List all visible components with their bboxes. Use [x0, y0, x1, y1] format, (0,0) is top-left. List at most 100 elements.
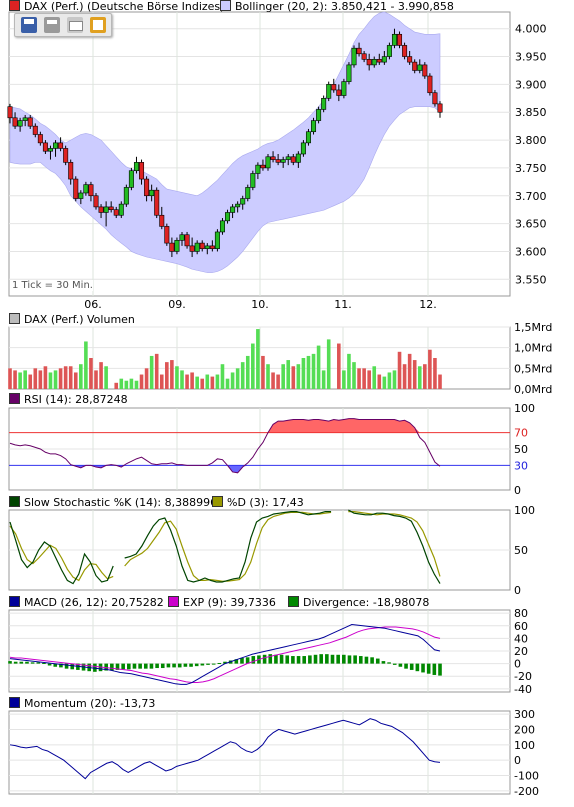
price-xlabel-3: 11. [334, 298, 352, 311]
volume-bar-56 [291, 366, 296, 389]
price-xlabel-4: 12. [419, 298, 437, 311]
volume-bar-71 [367, 370, 371, 389]
price-legend: DAX (Perf.) (Deutsche Börse Indizes) [9, 0, 224, 14]
divergence-bar-76 [438, 663, 442, 676]
candle-body-17 [93, 195, 99, 208]
candle-body-36 [189, 245, 195, 252]
volume-bar-57 [296, 364, 301, 389]
divergence-bar-26 [155, 663, 159, 669]
volume-bar-8 [48, 372, 53, 389]
print-icon[interactable] [44, 17, 60, 33]
exp-series [9, 626, 441, 684]
divergence-bar-31 [183, 663, 188, 667]
momentum-ytick-5: -200 [514, 785, 539, 798]
stoch-d-swatch [212, 496, 223, 507]
candle-body-68 [351, 47, 357, 66]
candle-body-54 [280, 159, 286, 163]
volume-bar-6 [38, 370, 43, 389]
volume-bar-13 [73, 372, 78, 389]
volume-bar-74 [382, 376, 387, 389]
candle-body-15 [83, 184, 89, 194]
divergence-bar-15 [93, 663, 97, 672]
divergence-bar-68 [392, 663, 397, 665]
price-ytick-1: 3.950 [515, 51, 547, 64]
price-ytick-8: 3.600 [515, 245, 547, 258]
candle-body-47 [245, 187, 251, 199]
candle-body-71 [366, 59, 372, 66]
macd-ytick-3: 20 [514, 645, 528, 658]
volume-bar-83 [428, 349, 432, 389]
volume-bar-60 [311, 353, 316, 389]
volume-bar-38 [200, 378, 205, 389]
candle-body-41 [214, 231, 220, 249]
divergence-bar-69 [398, 663, 403, 667]
candle-body-74 [381, 56, 387, 63]
divergence-bar-67 [387, 662, 391, 664]
volume-bar-51 [266, 364, 270, 389]
stoch-k-legend: Slow Stochastic %K (14): 8,388996 [9, 496, 217, 510]
rsi-ytick-4: 0 [514, 484, 521, 497]
divergence-bar-35 [206, 663, 210, 665]
candle-body-38 [199, 242, 205, 249]
stoch-k-swatch [9, 496, 20, 507]
candle-body-35 [184, 234, 190, 247]
divergence-bar-45 [262, 654, 267, 664]
volume-ytick-0: 1,5Mrd [514, 321, 552, 334]
tick-note: 1 Tick = 30 Min. [12, 280, 93, 291]
rsi-series [9, 418, 441, 474]
candle-body-62 [321, 98, 327, 110]
macd-swatch [9, 596, 20, 607]
divergence-bar-71 [409, 663, 414, 670]
candle-body-34 [179, 234, 185, 241]
price-ytick-3: 3.850 [515, 106, 547, 119]
divergence-bar-22 [132, 663, 137, 669]
divergence-bar-11 [70, 663, 75, 670]
stoch-ytick-2: 0 [514, 584, 521, 597]
volume-bar-68 [352, 362, 356, 389]
divergence-bar-6 [42, 662, 46, 664]
volume-bar-77 [397, 351, 402, 389]
volume-bar-27 [144, 368, 149, 389]
candle-body-58 [300, 142, 306, 155]
candle-body-51 [265, 156, 271, 169]
momentum-ytick-4: -100 [514, 770, 539, 783]
candle-body-27 [144, 178, 150, 197]
export-icon[interactable] [90, 17, 106, 33]
volume-bar-5 [33, 368, 38, 389]
rsi-ytick-0: 100 [514, 402, 535, 415]
volume-bar-37 [195, 376, 199, 389]
divergence-bar-57 [330, 654, 335, 664]
volume-bar-84 [433, 358, 437, 389]
volume-legend: DAX (Perf.) Volumen [9, 313, 135, 327]
email-icon[interactable] [67, 17, 83, 33]
price-xlabel-2: 10. [251, 298, 269, 311]
volume-bar-61 [316, 345, 321, 389]
volume-bar-55 [286, 360, 291, 389]
candle-body-76 [391, 33, 397, 46]
price-ytick-4: 3.800 [515, 134, 547, 147]
candle-body-23 [123, 187, 129, 205]
stoch-d-legend-label: %D (3): 17,43 [227, 496, 304, 509]
candle-body-9 [53, 142, 59, 149]
candle-body-44 [230, 206, 236, 213]
volume-bar-10 [58, 368, 63, 389]
divergence-bar-47 [274, 654, 278, 664]
candle-body-80 [412, 61, 418, 71]
volume-bar-18 [99, 362, 103, 389]
candle-body-21 [113, 209, 119, 216]
candle-body-75 [386, 45, 392, 57]
candle-body-22 [118, 203, 124, 216]
candle-body-19 [103, 206, 109, 213]
bollinger-legend: Bollinger (20, 2): 3.850,421 - 3.990,858 [220, 0, 454, 14]
macd-ytick-4: 0 [514, 658, 521, 671]
candle-body-7 [42, 142, 48, 152]
price-ytick-9: 3.550 [515, 273, 547, 286]
divergence-bar-32 [189, 663, 193, 667]
volume-bar-33 [175, 366, 179, 389]
divergence-bar-73 [421, 663, 425, 673]
candle-body-79 [407, 56, 413, 63]
divergence-bar-60 [347, 655, 352, 664]
save-icon[interactable] [21, 17, 37, 33]
macd-ytick-6: -40 [514, 683, 532, 696]
candle-body-55 [285, 156, 291, 160]
